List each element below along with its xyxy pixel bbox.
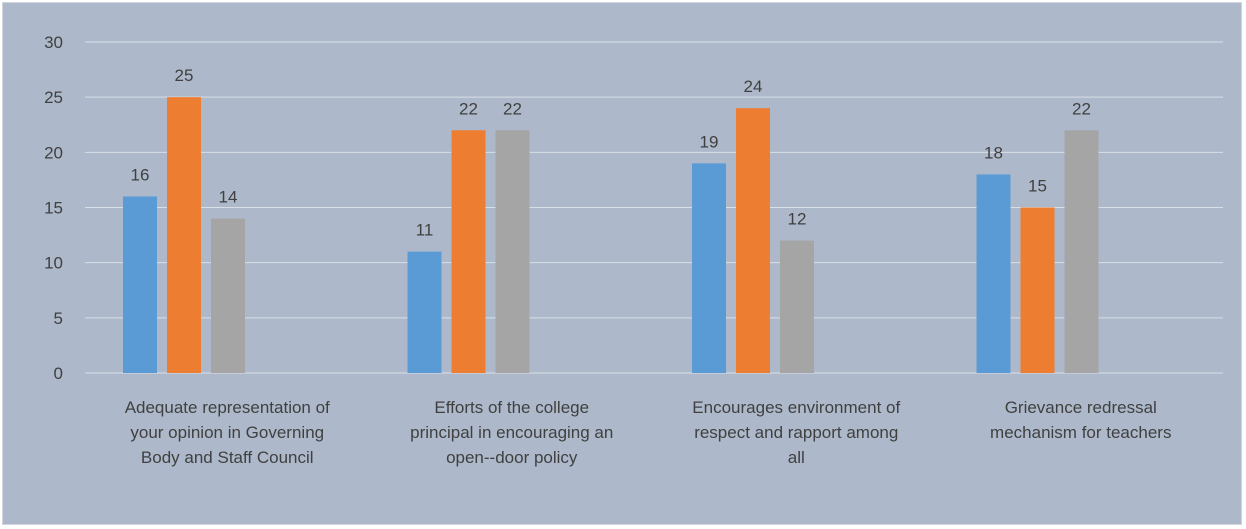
data-label-series2-cat1: 25 (175, 66, 194, 85)
y-tick-label-15: 15 (44, 199, 63, 218)
bar-series3-cat2 (495, 130, 530, 373)
bar-series1-cat2 (407, 251, 442, 373)
category-label-3-line-2: respect and rapport among (694, 423, 898, 442)
bar-series2-cat4 (1020, 207, 1055, 373)
category-label-2-line-1: Efforts of the college (434, 398, 589, 417)
bar-chart: 0 5 10 15 20 25 30 16 25 14 11 22 22 19 24 12 18 15 22 Ad… (44, 33, 1223, 467)
bar-series1-cat1 (123, 196, 157, 373)
data-label-series3-cat2: 22 (503, 99, 522, 118)
bar-series3-cat4 (1064, 130, 1099, 373)
gridlines (85, 41, 1223, 374)
y-tick-label-5: 5 (54, 309, 63, 328)
x-axis-category-labels: Adequate representation of your opinion i… (125, 398, 1172, 467)
data-label-series1-cat2: 11 (416, 221, 434, 240)
category-label-3-line-3: all (788, 448, 805, 467)
y-axis-tick-labels: 0 5 10 15 20 25 30 (44, 33, 63, 383)
data-label-series2-cat4: 15 (1028, 177, 1047, 196)
bars (123, 97, 1099, 374)
category-label-1-line-2: your opinion in Governing (130, 423, 324, 442)
y-tick-label-20: 20 (44, 143, 63, 162)
category-label-2-line-2: principal in encouraging an (410, 423, 613, 442)
bar-series3-cat1 (211, 218, 245, 373)
bar-series1-cat3 (692, 163, 726, 373)
data-label-series3-cat4: 22 (1072, 99, 1091, 118)
category-label-4-line-2: mechanism for teachers (990, 423, 1171, 442)
category-label-3-line-1: Encourages environment of (692, 398, 900, 417)
data-labels: 16 25 14 11 22 22 19 24 12 18 15 22 (131, 66, 1091, 239)
y-tick-label-30: 30 (44, 33, 63, 52)
data-label-series2-cat3: 24 (744, 77, 763, 96)
data-label-series1-cat3: 19 (700, 132, 719, 151)
category-label-1-line-3: Body and Staff Council (141, 448, 314, 467)
data-label-series1-cat4: 18 (984, 143, 1003, 162)
data-label-series1-cat1: 16 (131, 165, 150, 184)
y-tick-label-0: 0 (54, 364, 63, 383)
y-tick-label-10: 10 (44, 254, 63, 273)
data-label-series3-cat3: 12 (788, 210, 807, 229)
data-label-series3-cat1: 14 (219, 188, 238, 207)
bar-series2-cat3 (736, 108, 770, 373)
category-label-2-line-3: open--door policy (446, 448, 578, 467)
y-tick-label-25: 25 (44, 88, 63, 107)
category-label-1-line-1: Adequate representation of (125, 398, 330, 417)
category-label-4-line-1: Grievance redressal (1005, 398, 1157, 417)
bar-series2-cat2 (451, 130, 486, 373)
data-label-series2-cat2: 22 (459, 99, 478, 118)
bar-series1-cat4 (976, 174, 1011, 373)
bar-series3-cat3 (780, 240, 814, 373)
bar-series2-cat1 (167, 97, 201, 374)
